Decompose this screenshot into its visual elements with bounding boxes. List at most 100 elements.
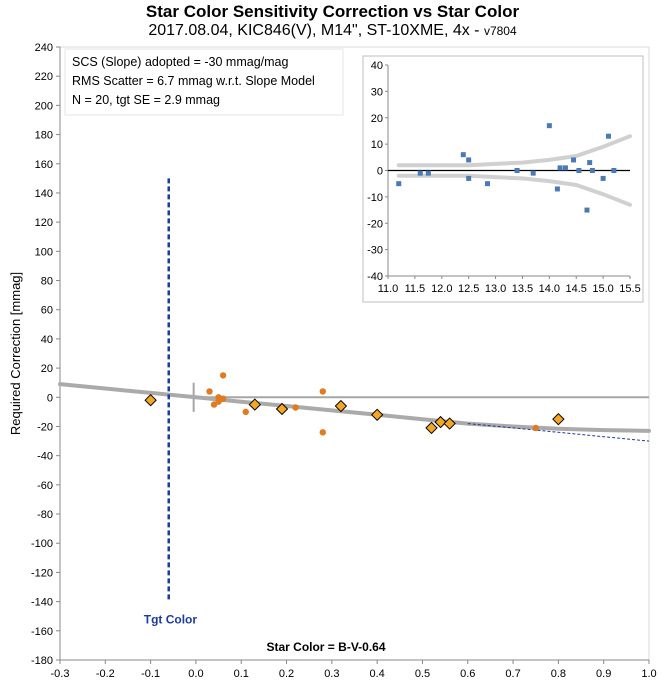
inset-x-tick-label: 15.5: [619, 283, 640, 295]
data-point-dot: [206, 388, 213, 395]
inset-x-tick-label: 12.5: [458, 283, 479, 295]
y-axis-label: Required Correction [mmag]: [8, 272, 23, 435]
inset-band-lower: [396, 173, 632, 207]
y-tick-label: -100: [31, 538, 53, 550]
inset-x-tick-label: 13.0: [485, 283, 506, 295]
x-tick-label: -0.1: [141, 668, 160, 680]
inset-y-tick-label: -40: [367, 271, 383, 283]
inset-x-tick-label: 14.5: [566, 283, 587, 295]
x-axis-label: Star Color = B-V-0.64: [266, 640, 385, 654]
x-tick-label: 0.8: [551, 668, 566, 680]
data-point-dot: [215, 398, 222, 405]
subtitle-text: 2017.08.04, KIC846(V), M14", ST-10XME, 4…: [148, 22, 480, 39]
y-tick-label: -80: [37, 509, 53, 521]
inset-y-tick-label: 40: [371, 60, 383, 72]
x-tick-label: 1.0: [641, 668, 656, 680]
x-tick-label: 0.9: [596, 668, 611, 680]
inset-data-point: [546, 123, 552, 129]
x-tick-label: 0.5: [415, 668, 430, 680]
x-tick-label: 0.0: [188, 668, 203, 680]
x-tick-label: -0.3: [51, 668, 70, 680]
inset-data-point: [600, 175, 606, 181]
annotation-box: [64, 48, 344, 116]
inset-data-point: [562, 165, 568, 171]
y-tick-label: 0: [47, 392, 53, 404]
inset-y-tick-label: 10: [371, 139, 383, 151]
annotation-line: SCS (Slope) adopted = -30 mmag/mag: [72, 55, 288, 69]
inset-data-point: [605, 133, 611, 139]
y-tick-label: 80: [41, 276, 53, 288]
y-tick-label: 60: [41, 305, 53, 317]
inset-data-point: [396, 181, 402, 187]
data-point-dot: [532, 424, 539, 432]
x-tick-label: 0.4: [370, 668, 385, 680]
y-tick-label: 100: [35, 246, 53, 258]
y-tick-label: 20: [41, 363, 53, 375]
annotation-line: RMS Scatter = 6.7 mmag w.r.t. Slope Mode…: [72, 74, 315, 88]
y-tick-label: -120: [31, 567, 53, 579]
data-point-dot: [319, 388, 326, 395]
y-tick-label: -60: [37, 480, 53, 492]
trend-curve: [58, 382, 651, 433]
y-tick-label: 140: [35, 188, 53, 200]
data-point-diamond: [552, 412, 565, 426]
data-point-diamond: [144, 393, 157, 407]
inset-data-point: [425, 170, 431, 176]
inset-data-point: [587, 160, 593, 166]
version-label: v7804: [483, 24, 517, 38]
inset-data-point: [530, 170, 536, 176]
inset-x-tick-label: 11.5: [405, 283, 426, 295]
data-point-dot: [242, 408, 249, 416]
data-point-diamond: [370, 408, 384, 422]
inset-y-tick-label: -30: [367, 245, 383, 257]
slope-model-line: [467, 423, 650, 442]
inset-data-point: [557, 165, 563, 171]
inset-band-upper: [396, 134, 632, 168]
y-tick-label: 160: [35, 159, 53, 171]
y-tick-label: 200: [35, 100, 53, 112]
inset-data-point: [417, 170, 423, 176]
inset-data-point: [466, 157, 472, 163]
inset-y-tick-label: -20: [367, 218, 383, 230]
y-tick-label: 220: [35, 71, 53, 83]
y-tick-label: -40: [37, 451, 53, 463]
inset-data-point: [611, 168, 617, 173]
inset-x-tick-label: 13.5: [512, 283, 533, 295]
inset-y-tick-label: -10: [367, 192, 383, 204]
y-tick-label: 40: [41, 334, 53, 346]
tgt-color-label: Tgt Color: [144, 613, 198, 627]
y-tick-label: -180: [31, 655, 53, 667]
data-point-diamond: [275, 402, 289, 416]
inset-y-tick-label: 0: [377, 166, 383, 178]
inset-y-tick-label: 20: [371, 113, 383, 125]
y-tick-label: 180: [35, 130, 53, 142]
x-tick-label: 0.7: [505, 668, 520, 680]
y-tick-label: -160: [31, 626, 53, 638]
inset-data-point: [584, 207, 590, 213]
x-tick-label: -0.2: [96, 668, 115, 680]
data-point-dot: [219, 372, 227, 379]
data-point-dot: [219, 395, 227, 402]
y-tick-label: 120: [35, 217, 53, 229]
y-tick-label: -20: [37, 421, 53, 433]
data-point-diamond: [334, 399, 348, 413]
inset-data-point: [589, 168, 595, 173]
data-point-diamond: [443, 417, 456, 430]
inset-data-point: [576, 168, 582, 173]
inset-x-tick-label: 14.0: [539, 283, 560, 295]
inset-y-tick-label: 30: [371, 86, 383, 98]
x-tick-label: 0.2: [279, 668, 294, 680]
data-point-dot: [292, 404, 299, 411]
x-tick-label: 0.6: [460, 668, 475, 680]
inset-data-point: [460, 152, 466, 158]
y-tick-label: 240: [35, 42, 53, 54]
x-tick-label: 0.3: [324, 668, 339, 680]
inset-data-point: [466, 175, 472, 181]
annotation-line: N = 20, tgt SE = 2.9 mmag: [72, 93, 220, 107]
data-point-diamond: [248, 398, 262, 411]
chart-subtitle: 2017.08.04, KIC846(V), M14", ST-10XME, 4…: [0, 22, 665, 40]
chart-title: Star Color Sensitivity Correction vs Sta…: [145, 2, 520, 21]
inset-data-point: [484, 181, 490, 187]
data-point-diamond: [425, 421, 438, 435]
